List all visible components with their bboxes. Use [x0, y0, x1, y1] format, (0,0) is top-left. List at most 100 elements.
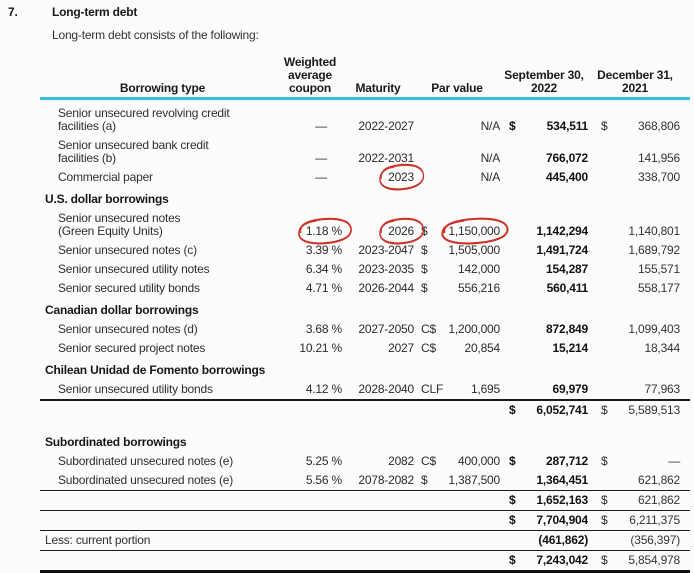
- cell-maturity: 2022-2031: [342, 136, 414, 168]
- cell-maturity-text: 2026-2044: [358, 281, 414, 295]
- cell-2022-currency-text: $: [509, 454, 516, 468]
- long-term-debt-table: Borrowing type Weighted average coupon M…: [40, 56, 690, 573]
- section-number: 7.: [8, 5, 18, 19]
- table-header: Borrowing type Weighted average coupon M…: [40, 56, 690, 100]
- cell-2022-value-text: 534,511: [546, 119, 589, 133]
- header-2022-line1: September 30,: [504, 68, 584, 82]
- page-title: Long-term debt: [52, 5, 138, 19]
- cell-maturity: 2023-2047: [342, 241, 414, 260]
- cell-2021-value: 621,862: [616, 471, 690, 491]
- cell-2021-value: 1,099,403: [616, 320, 690, 339]
- annotated-value: 2023: [379, 163, 425, 190]
- header-borrowing-type: Borrowing type: [119, 81, 206, 95]
- borrowing-type-line: Senior unsecured notes: [58, 211, 181, 225]
- cell-maturity-text: 2078-2082: [358, 473, 414, 487]
- cell-par-currency-text: $: [421, 281, 428, 295]
- cell-coupon: [278, 490, 342, 511]
- cell-2021-currency: [588, 380, 616, 401]
- cell-2022-currency-text: $: [509, 513, 516, 527]
- cell-par-value-text: 142,000: [458, 262, 500, 276]
- cell-maturity-text: 2022-2027: [358, 119, 414, 133]
- cell-2021-value: 18,344: [616, 339, 690, 358]
- cell-2022-value-text: 1,364,451: [536, 473, 588, 487]
- cell-borrowing-type: [40, 510, 278, 531]
- table-row: Subordinated unsecured notes (e) 5.56 % 20…: [40, 471, 690, 491]
- cell-coupon: —: [278, 136, 342, 168]
- cell-2022-currency: [500, 339, 528, 358]
- cell-borrowing-type: Less: current portion: [40, 530, 278, 551]
- cell-coupon-text: 5.25 %: [305, 454, 342, 468]
- header-september-30-2022: September 30, 2022: [500, 69, 588, 95]
- cell-2021-value-text: 621,862: [638, 473, 680, 487]
- section-row: Chilean Unidad de Fomento borrowings: [40, 358, 690, 380]
- cell-borrowing-type: Senior unsecured utility bonds: [40, 380, 278, 401]
- cell-2022-currency: [500, 168, 528, 187]
- cell-borrowing-type: Senior secured utility bonds: [58, 281, 200, 295]
- cell-par-currency: [414, 168, 448, 187]
- cell-coupon: 10.21 %: [278, 339, 342, 358]
- cell-maturity: 2023: [342, 163, 425, 190]
- cell-2022-currency: [500, 279, 528, 298]
- header-par-value: Par value: [431, 81, 483, 95]
- cell-2022-currency-text: $: [509, 553, 516, 567]
- cell-2021-value: 5,854,978: [616, 550, 690, 573]
- cell-maturity: [342, 400, 414, 420]
- cell-maturity-text: 2082: [388, 454, 414, 468]
- cell-2022-value: 1,652,163: [528, 490, 588, 511]
- cell-2022-value-text: 1,491,724: [536, 243, 588, 257]
- table-row: Subordinated unsecured notes (e) 5.25 % 20…: [40, 452, 690, 471]
- cell-maturity: 2027: [342, 339, 414, 358]
- cell-par-value: 1,505,000: [448, 241, 500, 260]
- cell-maturity: 2028-2040: [342, 380, 414, 401]
- cell-2021-value-text: 141,956: [638, 151, 680, 165]
- annotated-value: 1,150,000: [441, 217, 509, 244]
- cell-2021-value: 1,140,801: [616, 209, 690, 241]
- cell-par-currency: [414, 400, 448, 420]
- cell-2021-currency: [588, 320, 616, 339]
- cell-coupon: 5.56 %: [278, 471, 342, 491]
- cell-par-currency: $: [414, 209, 448, 241]
- cell-par-value: 1,695: [448, 380, 500, 401]
- cell-2022-value-text: 872,849: [546, 322, 588, 336]
- cell-2022-currency: $: [500, 400, 528, 420]
- cell-2021-value-text: 1,140,801: [628, 224, 680, 238]
- cell-maturity: 2022-2027: [342, 104, 414, 136]
- cell-par-currency-text: $: [421, 473, 428, 487]
- cell-coupon-text: 10.21 %: [299, 341, 342, 355]
- cell-2021-currency: [588, 530, 616, 551]
- header-2021-line2: 2021: [622, 81, 648, 95]
- cell-par-currency: $: [414, 260, 448, 279]
- cell-2022-currency: $: [500, 510, 528, 531]
- cell-2021-currency-text: $: [601, 513, 608, 527]
- cell-2021-value: 368,806: [616, 104, 690, 136]
- table-row: Senior unsecured notes (Green Equity Unit…: [40, 209, 690, 244]
- cell-2021-currency: [588, 339, 616, 358]
- cell-coupon-text: 4.71 %: [305, 281, 342, 295]
- cell-2021-value-text: —: [668, 454, 680, 468]
- cell-coupon: 4.71 %: [278, 279, 342, 298]
- header-2022-line2: 2022: [531, 81, 557, 95]
- cell-2022-value-text: 287,712: [546, 454, 588, 468]
- cell-maturity: 2023-2035: [342, 260, 414, 279]
- cell-2021-value-text: 1,099,403: [628, 322, 680, 336]
- cell-2022-value: 1,491,724: [528, 241, 588, 260]
- cell-par-value-text: 20,854: [464, 341, 500, 355]
- cell-par-value-text: 1,150,000: [448, 224, 500, 238]
- cell-2021-currency: $: [588, 104, 616, 136]
- cell-par-value-text: N/A: [480, 119, 501, 133]
- table-row: $1,652,163 $621,862: [40, 490, 690, 511]
- cell-maturity-text: 2028-2040: [358, 382, 414, 396]
- cell-borrowing-type: Senior unsecured notes (Green Equity Unit…: [40, 209, 278, 241]
- cell-par-value: 1,150,000: [441, 209, 509, 244]
- cell-borrowing-type: [40, 400, 278, 420]
- cell-2022-currency-text: $: [509, 403, 516, 417]
- cell-2022-currency: [500, 530, 528, 551]
- cell-2021-value: 1,689,792: [616, 241, 690, 260]
- table-row: Senior unsecured bank credit facilities (…: [40, 136, 690, 168]
- cell-coupon: 5.25 %: [278, 452, 342, 471]
- cell-par-value: 400,000: [448, 452, 500, 471]
- cell-2022-value-text: 1,652,163: [536, 493, 588, 507]
- table-row: Senior secured utility bonds 4.71 % 2026-2…: [40, 279, 690, 298]
- section-heading: 7. Long-term debt: [0, 5, 694, 19]
- cell-2022-value: 15,214: [528, 339, 588, 358]
